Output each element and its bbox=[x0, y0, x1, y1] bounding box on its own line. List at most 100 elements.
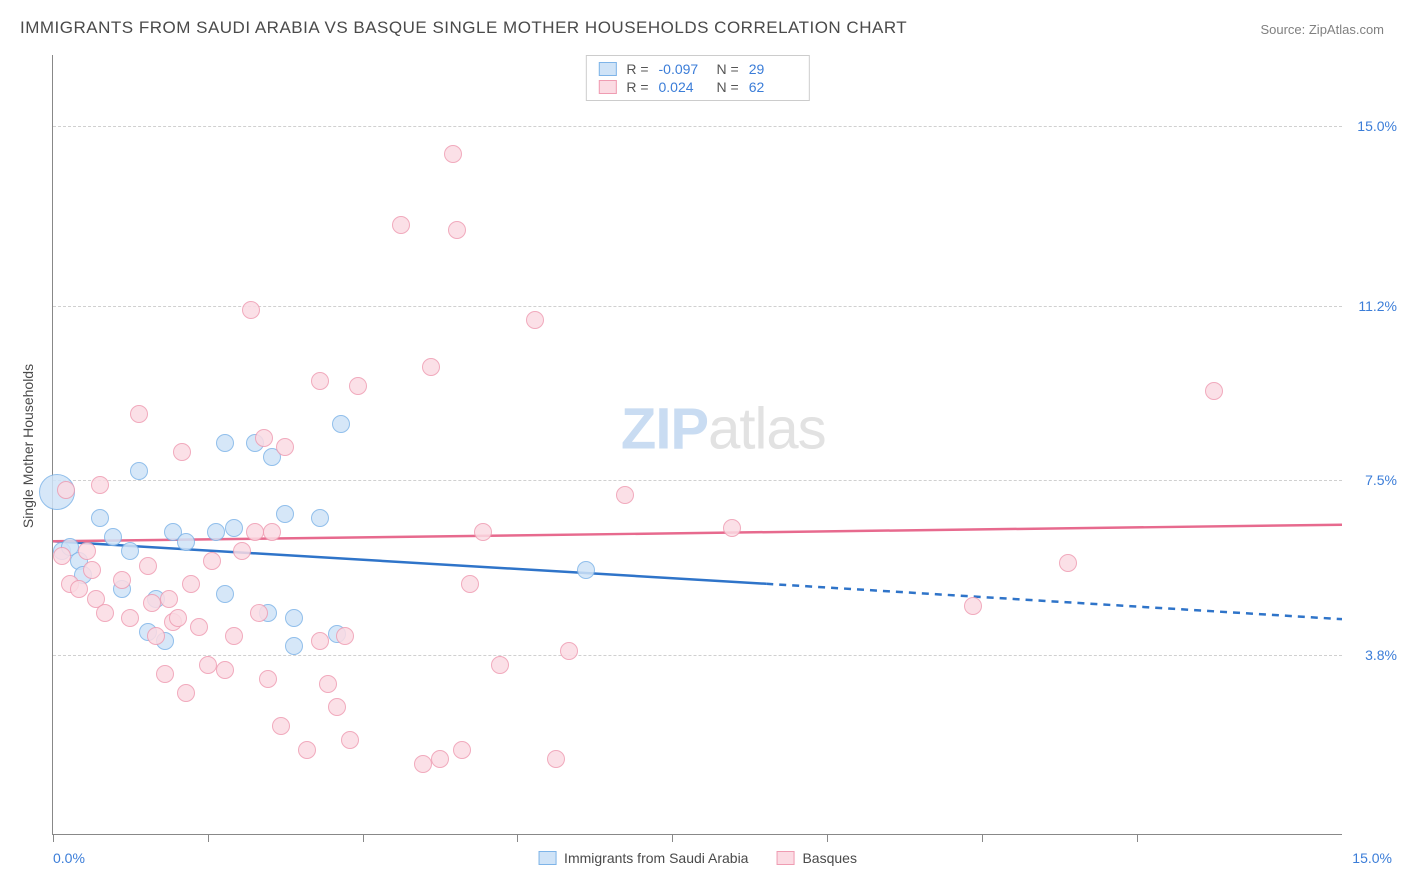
data-point-basques bbox=[259, 670, 277, 688]
data-point-basques bbox=[414, 755, 432, 773]
x-tick bbox=[672, 834, 673, 842]
legend-item-saudi: Immigrants from Saudi Arabia bbox=[538, 850, 748, 866]
x-axis-label-min: 0.0% bbox=[53, 850, 85, 866]
data-point-basques bbox=[453, 741, 471, 759]
data-point-saudi bbox=[177, 533, 195, 551]
data-point-saudi bbox=[207, 523, 225, 541]
data-point-basques bbox=[121, 609, 139, 627]
data-point-basques bbox=[1059, 554, 1077, 572]
x-tick bbox=[517, 834, 518, 842]
data-point-basques bbox=[246, 523, 264, 541]
data-point-saudi bbox=[311, 509, 329, 527]
legend-label-saudi: Immigrants from Saudi Arabia bbox=[564, 850, 748, 866]
x-tick bbox=[363, 834, 364, 842]
data-point-basques bbox=[130, 405, 148, 423]
y-tick-label: 11.2% bbox=[1358, 298, 1397, 314]
source-label: Source: ZipAtlas.com bbox=[1260, 22, 1384, 37]
swatch-basques bbox=[598, 80, 616, 94]
data-point-basques bbox=[319, 675, 337, 693]
data-point-basques bbox=[1205, 382, 1223, 400]
data-point-basques bbox=[448, 221, 466, 239]
x-tick bbox=[1137, 834, 1138, 842]
data-point-basques bbox=[491, 656, 509, 674]
swatch-icon bbox=[776, 851, 794, 865]
data-point-basques bbox=[91, 476, 109, 494]
data-point-saudi bbox=[216, 585, 234, 603]
data-point-basques bbox=[190, 618, 208, 636]
data-point-saudi bbox=[130, 462, 148, 480]
n-label: N = bbox=[717, 61, 739, 77]
data-point-basques bbox=[328, 698, 346, 716]
n-label: N = bbox=[717, 79, 739, 95]
data-point-basques bbox=[276, 438, 294, 456]
r-value-saudi: -0.097 bbox=[659, 61, 707, 77]
x-tick bbox=[53, 834, 54, 842]
data-point-basques bbox=[547, 750, 565, 768]
x-tick bbox=[982, 834, 983, 842]
y-tick-label: 3.8% bbox=[1365, 647, 1397, 663]
y-tick-label: 7.5% bbox=[1365, 472, 1397, 488]
data-point-basques bbox=[173, 443, 191, 461]
chart-title: IMMIGRANTS FROM SAUDI ARABIA VS BASQUE S… bbox=[20, 18, 907, 38]
data-point-saudi bbox=[121, 542, 139, 560]
data-point-basques bbox=[78, 542, 96, 560]
r-value-basques: 0.024 bbox=[659, 79, 707, 95]
data-point-basques bbox=[422, 358, 440, 376]
data-point-basques bbox=[216, 661, 234, 679]
x-tick bbox=[208, 834, 209, 842]
series-legend: Immigrants from Saudi Arabia Basques bbox=[538, 850, 857, 866]
data-point-basques bbox=[461, 575, 479, 593]
x-axis-label-max: 15.0% bbox=[1352, 850, 1392, 866]
data-point-basques bbox=[560, 642, 578, 660]
data-point-basques bbox=[169, 609, 187, 627]
data-point-basques bbox=[341, 731, 359, 749]
data-point-basques bbox=[225, 627, 243, 645]
data-point-basques bbox=[143, 594, 161, 612]
data-point-basques bbox=[272, 717, 290, 735]
data-point-basques bbox=[203, 552, 221, 570]
data-point-saudi bbox=[104, 528, 122, 546]
data-point-basques bbox=[70, 580, 88, 598]
data-point-basques bbox=[139, 557, 157, 575]
data-point-basques bbox=[263, 523, 281, 541]
points-layer bbox=[53, 55, 1342, 834]
data-point-basques bbox=[349, 377, 367, 395]
data-point-basques bbox=[964, 597, 982, 615]
data-point-saudi bbox=[332, 415, 350, 433]
data-point-saudi bbox=[225, 519, 243, 537]
y-axis-title: Single Mother Households bbox=[20, 364, 36, 528]
data-point-saudi bbox=[577, 561, 595, 579]
data-point-basques bbox=[182, 575, 200, 593]
data-point-basques bbox=[156, 665, 174, 683]
y-tick-label: 15.0% bbox=[1357, 118, 1397, 134]
data-point-basques bbox=[336, 627, 354, 645]
data-point-basques bbox=[392, 216, 410, 234]
data-point-basques bbox=[311, 372, 329, 390]
n-value-basques: 62 bbox=[749, 79, 797, 95]
data-point-basques bbox=[298, 741, 316, 759]
data-point-basques bbox=[53, 547, 71, 565]
data-point-basques bbox=[431, 750, 449, 768]
n-value-saudi: 29 bbox=[749, 61, 797, 77]
correlation-legend: R = -0.097 N = 29 R = 0.024 N = 62 bbox=[585, 55, 809, 101]
data-point-basques bbox=[113, 571, 131, 589]
data-point-basques bbox=[311, 632, 329, 650]
data-point-basques bbox=[147, 627, 165, 645]
chart-container: IMMIGRANTS FROM SAUDI ARABIA VS BASQUE S… bbox=[0, 0, 1406, 892]
data-point-saudi bbox=[276, 505, 294, 523]
data-point-basques bbox=[242, 301, 260, 319]
legend-label-basques: Basques bbox=[802, 850, 856, 866]
data-point-saudi bbox=[285, 637, 303, 655]
data-point-saudi bbox=[285, 609, 303, 627]
x-tick bbox=[827, 834, 828, 842]
data-point-basques bbox=[616, 486, 634, 504]
r-label: R = bbox=[626, 79, 648, 95]
legend-item-basques: Basques bbox=[776, 850, 856, 866]
plot-area: ZIPatlas R = -0.097 N = 29 R = 0.024 N =… bbox=[52, 55, 1342, 835]
data-point-basques bbox=[57, 481, 75, 499]
data-point-basques bbox=[177, 684, 195, 702]
legend-row-saudi: R = -0.097 N = 29 bbox=[598, 60, 796, 78]
data-point-basques bbox=[526, 311, 544, 329]
legend-row-basques: R = 0.024 N = 62 bbox=[598, 78, 796, 96]
data-point-basques bbox=[444, 145, 462, 163]
